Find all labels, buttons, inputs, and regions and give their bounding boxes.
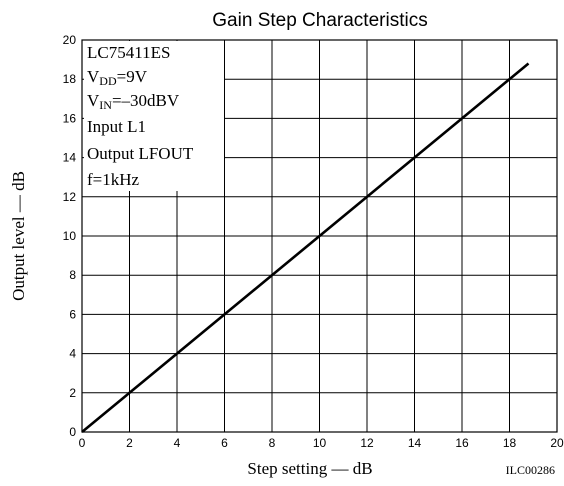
series-line (81, 62, 530, 434)
annotation-vin: VIN=–30dBV (87, 91, 180, 112)
annotation-vin-sub: IN (99, 98, 112, 112)
x-tick-label: 12 (360, 436, 374, 450)
x-axis-label: Step setting — dB (247, 459, 372, 478)
x-tick-label: 16 (455, 436, 469, 450)
x-tick-label: 6 (221, 436, 228, 450)
y-tick-label: 4 (69, 347, 76, 361)
annotation-vin-value: =–30dBV (112, 91, 180, 110)
annotation-vdd: VDD=9V (87, 67, 148, 88)
x-tick-labels: 0 2 4 6 8 10 12 14 16 18 20 (79, 436, 564, 450)
y-tick-label: 16 (63, 111, 77, 125)
y-axis-label: Output level — dB (9, 171, 28, 301)
y-tick-label: 0 (69, 425, 76, 439)
annotation-input: Input L1 (87, 117, 146, 136)
y-tick-label: 12 (63, 190, 77, 204)
annotation-vdd-value: =9V (117, 67, 148, 86)
series-layer (81, 62, 530, 434)
x-tick-label: 4 (174, 436, 181, 450)
annotation-background (84, 41, 224, 191)
annotation-block: LC75411ES VDD=9V VIN=–30dBV Input L1 Out… (87, 43, 194, 189)
annotation-vdd-sub: DD (99, 74, 117, 88)
annotation-part: LC75411ES (87, 43, 170, 62)
annotation-frequency: f=1kHz (87, 170, 140, 189)
x-tick-label: 2 (126, 436, 133, 450)
annotation-vdd-base: V (87, 67, 100, 86)
chart-title: Gain Step Characteristics (212, 10, 427, 31)
y-tick-label: 8 (69, 268, 76, 282)
x-tick-label: 14 (408, 436, 422, 450)
plot-frame (81, 39, 558, 433)
y-tick-label: 2 (69, 386, 76, 400)
y-tick-label: 20 (63, 33, 77, 47)
x-tick-label: 18 (503, 436, 517, 450)
x-tick-label: 8 (269, 436, 276, 450)
x-tick-label: 0 (79, 436, 86, 450)
annotation-vin-base: V (87, 91, 100, 110)
figure-code: ILC00286 (506, 463, 555, 477)
x-tick-label: 20 (550, 436, 564, 450)
annotation-output: Output LFOUT (87, 144, 194, 163)
x-tick-label: 10 (313, 436, 327, 450)
y-tick-label: 18 (63, 72, 77, 86)
y-tick-labels: 0 2 4 6 8 10 12 14 16 18 20 (63, 33, 77, 439)
y-tick-label: 10 (63, 229, 77, 243)
y-tick-label: 6 (69, 307, 76, 321)
y-tick-label: 14 (63, 151, 77, 165)
